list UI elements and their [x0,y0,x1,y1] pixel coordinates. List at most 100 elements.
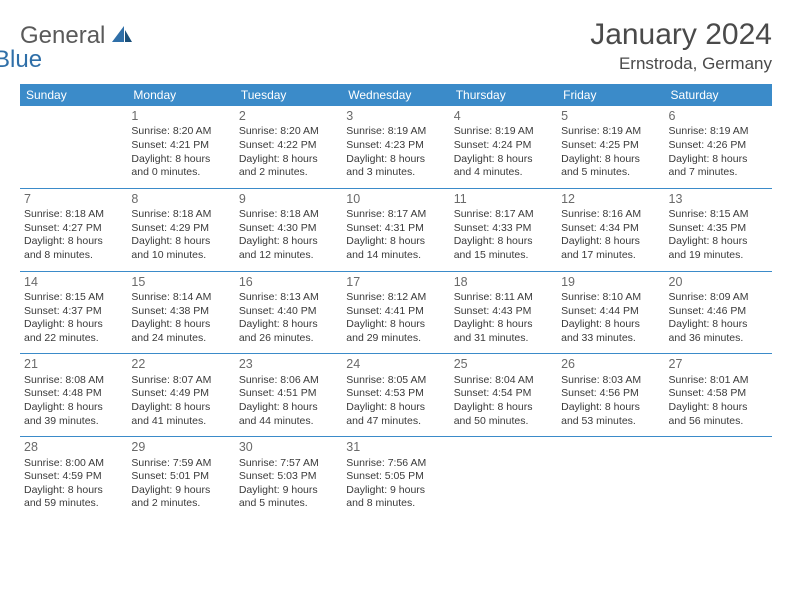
calendar-day-cell [665,437,772,519]
day-number: 23 [239,356,338,372]
page-subtitle: Ernstroda, Germany [590,54,772,74]
calendar-week-row: 7Sunrise: 8:18 AMSunset: 4:27 PMDaylight… [20,188,772,271]
sunset-text: Sunset: 4:26 PM [669,139,768,153]
day-number: 24 [346,356,445,372]
daylight-text: Daylight: 8 hours [669,153,768,167]
sunset-text: Sunset: 4:44 PM [561,305,660,319]
daylight-text: and 14 minutes. [346,249,445,263]
calendar-week-row: 28Sunrise: 8:00 AMSunset: 4:59 PMDayligh… [20,437,772,519]
day-number: 13 [669,191,768,207]
sunrise-text: Sunrise: 8:20 AM [131,125,230,139]
sunset-text: Sunset: 4:37 PM [24,305,123,319]
page-header: General Blue January 2024 Ernstroda, Ger… [20,18,772,74]
daylight-text: and 5 minutes. [239,497,338,511]
daylight-text: Daylight: 8 hours [239,153,338,167]
calendar-table: Sunday Monday Tuesday Wednesday Thursday… [20,84,772,519]
daylight-text: Daylight: 8 hours [131,401,230,415]
sunrise-text: Sunrise: 8:09 AM [669,291,768,305]
sunrise-text: Sunrise: 7:56 AM [346,457,445,471]
sunset-text: Sunset: 4:41 PM [346,305,445,319]
day-number: 8 [131,191,230,207]
day-number: 12 [561,191,660,207]
sunrise-text: Sunrise: 7:57 AM [239,457,338,471]
day-number: 19 [561,274,660,290]
daylight-text: and 2 minutes. [239,166,338,180]
daylight-text: Daylight: 8 hours [454,235,553,249]
day-number: 21 [24,356,123,372]
sunrise-text: Sunrise: 8:05 AM [346,374,445,388]
calendar-day-cell: 10Sunrise: 8:17 AMSunset: 4:31 PMDayligh… [342,188,449,271]
sunrise-text: Sunrise: 8:04 AM [454,374,553,388]
day-number: 10 [346,191,445,207]
daylight-text: and 26 minutes. [239,332,338,346]
calendar-day-cell [450,437,557,519]
calendar-day-cell: 28Sunrise: 8:00 AMSunset: 4:59 PMDayligh… [20,437,127,519]
sunrise-text: Sunrise: 8:11 AM [454,291,553,305]
sunset-text: Sunset: 4:21 PM [131,139,230,153]
sunrise-text: Sunrise: 8:20 AM [239,125,338,139]
sunrise-text: Sunrise: 8:12 AM [346,291,445,305]
day-number: 27 [669,356,768,372]
dow-header: Thursday [450,84,557,106]
daylight-text: and 0 minutes. [131,166,230,180]
daylight-text: and 15 minutes. [454,249,553,263]
sunrise-text: Sunrise: 8:19 AM [454,125,553,139]
calendar-day-cell: 13Sunrise: 8:15 AMSunset: 4:35 PMDayligh… [665,188,772,271]
calendar-day-cell [20,106,127,188]
daylight-text: and 22 minutes. [24,332,123,346]
daylight-text: and 4 minutes. [454,166,553,180]
day-number: 18 [454,274,553,290]
daylight-text: Daylight: 8 hours [454,318,553,332]
day-number: 28 [24,439,123,455]
calendar-day-cell: 7Sunrise: 8:18 AMSunset: 4:27 PMDaylight… [20,188,127,271]
daylight-text: Daylight: 8 hours [131,153,230,167]
daylight-text: Daylight: 8 hours [669,235,768,249]
daylight-text: and 7 minutes. [669,166,768,180]
dow-header: Wednesday [342,84,449,106]
day-number: 26 [561,356,660,372]
daylight-text: Daylight: 8 hours [669,318,768,332]
sunset-text: Sunset: 5:03 PM [239,470,338,484]
daylight-text: and 33 minutes. [561,332,660,346]
sunrise-text: Sunrise: 8:17 AM [454,208,553,222]
day-number: 15 [131,274,230,290]
calendar-day-cell: 16Sunrise: 8:13 AMSunset: 4:40 PMDayligh… [235,271,342,354]
calendar-day-cell: 6Sunrise: 8:19 AMSunset: 4:26 PMDaylight… [665,106,772,188]
sunset-text: Sunset: 4:40 PM [239,305,338,319]
sunrise-text: Sunrise: 8:14 AM [131,291,230,305]
calendar-day-cell: 22Sunrise: 8:07 AMSunset: 4:49 PMDayligh… [127,354,234,437]
calendar-day-cell: 31Sunrise: 7:56 AMSunset: 5:05 PMDayligh… [342,437,449,519]
sunrise-text: Sunrise: 8:03 AM [561,374,660,388]
page-title: January 2024 [590,18,772,52]
sunrise-text: Sunrise: 8:01 AM [669,374,768,388]
daylight-text: and 5 minutes. [561,166,660,180]
day-number: 14 [24,274,123,290]
calendar-day-cell: 12Sunrise: 8:16 AMSunset: 4:34 PMDayligh… [557,188,664,271]
sunset-text: Sunset: 4:56 PM [561,387,660,401]
sunrise-text: Sunrise: 8:06 AM [239,374,338,388]
daylight-text: and 56 minutes. [669,415,768,429]
sunset-text: Sunset: 5:05 PM [346,470,445,484]
daylight-text: and 19 minutes. [669,249,768,263]
daylight-text: Daylight: 9 hours [239,484,338,498]
sunrise-text: Sunrise: 8:19 AM [346,125,445,139]
sunset-text: Sunset: 4:27 PM [24,222,123,236]
dow-header: Tuesday [235,84,342,106]
daylight-text: Daylight: 8 hours [346,318,445,332]
daylight-text: and 29 minutes. [346,332,445,346]
dow-header: Monday [127,84,234,106]
day-number: 3 [346,108,445,124]
sunset-text: Sunset: 4:59 PM [24,470,123,484]
day-number: 25 [454,356,553,372]
sunset-text: Sunset: 4:24 PM [454,139,553,153]
calendar-day-cell: 15Sunrise: 8:14 AMSunset: 4:38 PMDayligh… [127,271,234,354]
sunrise-text: Sunrise: 8:18 AM [24,208,123,222]
daylight-text: and 39 minutes. [24,415,123,429]
sunrise-text: Sunrise: 8:18 AM [239,208,338,222]
sunrise-text: Sunrise: 8:07 AM [131,374,230,388]
sail-icon [110,24,134,44]
daylight-text: Daylight: 8 hours [239,401,338,415]
title-block: January 2024 Ernstroda, Germany [590,18,772,74]
sunset-text: Sunset: 4:38 PM [131,305,230,319]
sunset-text: Sunset: 4:33 PM [454,222,553,236]
